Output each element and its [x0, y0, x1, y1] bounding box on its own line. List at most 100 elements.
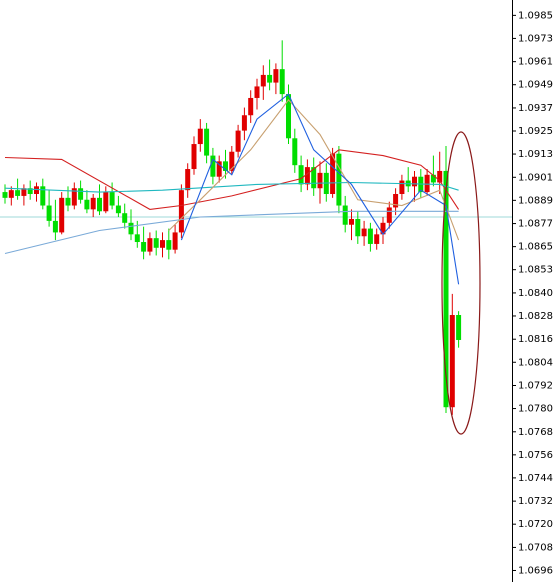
candle-body: [46, 205, 52, 221]
candle-body: [15, 190, 21, 196]
candle-body: [172, 232, 178, 250]
candle-body: [27, 188, 33, 194]
candle-body: [109, 192, 115, 206]
y-tick-label: 1.0828: [518, 311, 553, 322]
candle-body: [292, 138, 298, 166]
candle-body: [97, 197, 102, 212]
candle-body: [361, 228, 367, 237]
y-tick-label: 1.0985: [518, 10, 553, 21]
candle-body: [134, 234, 140, 243]
y-tick-label: 1.0708: [518, 542, 553, 553]
y-tick-label: 1.0696: [518, 565, 553, 576]
candle-body: [34, 186, 39, 194]
candle-body: [311, 167, 317, 189]
y-tick-label: 1.0840: [518, 288, 553, 299]
candle-body: [386, 207, 392, 223]
candle-body: [223, 161, 228, 171]
candle-body: [437, 170, 443, 183]
candle-body: [279, 69, 285, 95]
y-tick-label: 1.0877: [518, 219, 553, 230]
candle-body: [141, 242, 147, 252]
candle-body: [367, 228, 373, 244]
candle-body: [443, 170, 449, 408]
candle-body: [115, 205, 121, 214]
candle-body: [229, 151, 235, 171]
candle-body: [59, 197, 65, 233]
candle-body: [254, 86, 260, 98]
candle-body: [160, 240, 165, 248]
candle-body: [71, 188, 77, 206]
candle-body: [216, 161, 222, 177]
y-tick-label: 1.0925: [518, 126, 553, 137]
candle-body: [122, 213, 128, 223]
y-tick-label: 1.0780: [518, 404, 553, 415]
candle-body: [393, 194, 399, 208]
candle-body: [330, 153, 336, 194]
candle-body: [78, 188, 84, 200]
moving-average: [168, 99, 460, 241]
y-tick-label: 1.0816: [518, 334, 553, 345]
candle-body: [178, 190, 184, 233]
candle-body: [456, 315, 462, 340]
candle-body: [241, 115, 247, 131]
candle-body: [65, 197, 71, 206]
candle-body: [197, 128, 203, 145]
y-tick-label: 1.0901: [518, 172, 553, 183]
y-tick-label: 1.0889: [518, 195, 553, 206]
candle-body: [424, 174, 430, 193]
y-tick-label: 1.0804: [518, 357, 553, 368]
candle-body: [128, 222, 134, 235]
candle-body: [336, 153, 342, 206]
candle-body: [166, 240, 172, 250]
candle-body: [147, 238, 153, 252]
y-tick-label: 1.0756: [518, 450, 553, 461]
candle-body: [374, 234, 380, 244]
candle-body: [298, 165, 304, 185]
candle-body: [235, 130, 241, 152]
candle-body: [103, 192, 109, 212]
candle-body: [273, 69, 279, 83]
candle-body: [304, 167, 310, 185]
y-tick-label: 1.0961: [518, 57, 553, 68]
y-tick-label: 1.0913: [518, 149, 553, 160]
candle-body: [349, 218, 354, 225]
y-tick-label: 1.0792: [518, 381, 553, 392]
y-tick-label: 1.0768: [518, 427, 553, 438]
candle-body: [153, 238, 159, 248]
candle-body: [355, 218, 361, 237]
y-tick-label: 1.0937: [518, 103, 553, 114]
candle-body: [21, 188, 27, 196]
candle-body: [317, 172, 323, 189]
candle-body: [84, 199, 90, 210]
candle-body: [286, 94, 291, 139]
candle-body: [267, 74, 273, 83]
moving-average: [180, 93, 460, 285]
y-tick-label: 1.0744: [518, 473, 553, 484]
candle-body: [52, 220, 58, 233]
y-tick-label: 1.0720: [518, 519, 553, 530]
candle-body: [399, 180, 405, 194]
candle-body: [380, 222, 386, 235]
candle-body: [40, 186, 46, 206]
y-tick-label: 1.0973: [518, 33, 553, 44]
plot-area: [0, 40, 512, 415]
candle-body: [210, 155, 216, 177]
y-tick-label: 1.0949: [518, 80, 553, 91]
candle-body: [191, 144, 197, 170]
candle-body: [2, 192, 8, 198]
candle-body: [260, 74, 266, 87]
moving-average: [4, 149, 460, 210]
candle-body: [8, 190, 14, 198]
highlight-ellipse: [441, 131, 481, 435]
candle-body: [342, 205, 348, 225]
y-tick-label: 1.0732: [518, 496, 553, 507]
candle-body: [90, 197, 96, 210]
moving-average: [4, 181, 459, 193]
candle-body: [185, 169, 191, 191]
candle-body: [204, 128, 210, 156]
candle-body: [449, 315, 455, 408]
candle-body: [430, 174, 436, 183]
candle-body: [412, 176, 417, 187]
